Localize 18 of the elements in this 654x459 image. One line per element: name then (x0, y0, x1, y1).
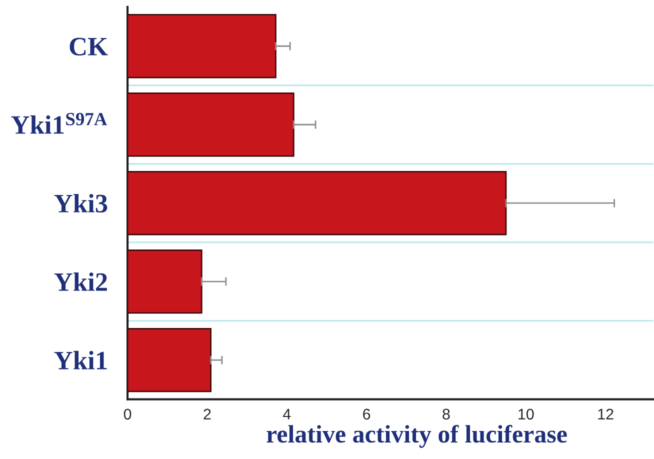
y-tick-label: Yki2 (54, 272, 107, 291)
y-tick-label: Yki1$^{S97A}$ (11, 112, 108, 134)
bar (128, 14, 276, 78)
x-axis-title: relative activity of luciferase (266, 424, 567, 448)
y-tick-label: Yki1 (54, 350, 107, 370)
x-tick-label: 2 (204, 408, 211, 420)
bar (128, 171, 507, 236)
x-tick-label: 0 (124, 408, 132, 420)
y-tick-label: CK (70, 38, 108, 56)
x-tick-label: 6 (363, 408, 370, 420)
bar (128, 328, 212, 392)
x-tick-label: 10 (518, 408, 534, 420)
x-tick-label: 8 (442, 408, 450, 420)
x-tick-label: 12 (598, 408, 614, 420)
bar (128, 92, 294, 157)
x-tick-label: 4 (282, 408, 291, 420)
bar (128, 250, 202, 314)
y-tick-label: Yki3 (54, 194, 108, 213)
